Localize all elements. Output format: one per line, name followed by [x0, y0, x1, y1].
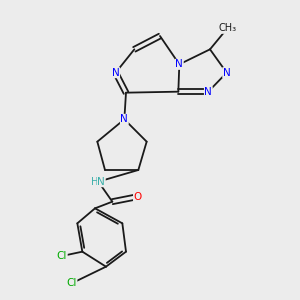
- Text: N: N: [223, 68, 230, 78]
- Text: O: O: [134, 192, 142, 202]
- Text: N: N: [112, 68, 119, 78]
- Text: H: H: [91, 177, 98, 187]
- Text: Cl: Cl: [67, 278, 77, 288]
- Text: N: N: [205, 87, 212, 97]
- Text: CH₃: CH₃: [218, 23, 236, 33]
- Text: N: N: [176, 59, 183, 69]
- Text: N: N: [98, 177, 105, 187]
- Text: Cl: Cl: [57, 251, 67, 261]
- Text: N: N: [121, 114, 128, 124]
